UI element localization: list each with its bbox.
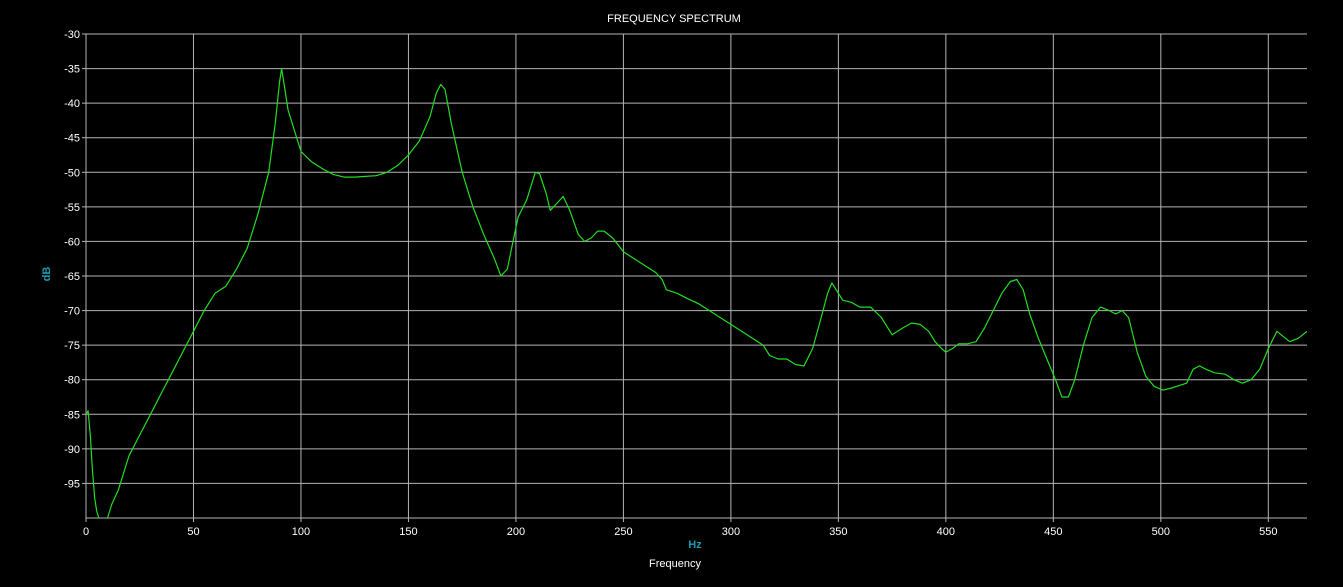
y-tick-label: -30 — [64, 29, 80, 41]
x-tick-label: 450 — [1044, 526, 1062, 538]
axes — [82, 33, 1307, 522]
x-tick-label: 50 — [187, 526, 199, 538]
x-tick-label: 550 — [1259, 526, 1277, 538]
y-tick-label: -95 — [64, 478, 80, 490]
series-layer — [86, 67, 1307, 518]
y-tick-label: -80 — [64, 375, 80, 387]
x-tick-label: 250 — [614, 526, 632, 538]
x-tick-label: 300 — [722, 526, 740, 538]
x-tick-label: 150 — [399, 526, 417, 538]
x-tick-label: 500 — [1152, 526, 1170, 538]
y-tick-label: -50 — [64, 167, 80, 179]
y-tick-label: -75 — [64, 340, 80, 352]
y-tick-label: -85 — [64, 409, 80, 421]
y-tick-label: -45 — [64, 133, 80, 145]
y-tick-label: -40 — [64, 98, 80, 110]
x-tick-label: 350 — [829, 526, 847, 538]
y-axis-unit: dB — [41, 267, 53, 282]
y-tick-label: -60 — [64, 236, 80, 248]
x-tick-label: 0 — [83, 526, 89, 538]
y-axis-tick-labels: -30 -35 -40 -45 -50 -55 -60 -65 -70 -75 -80 -85 -90 -… — [64, 29, 80, 490]
x-axis-label: Frequency — [649, 558, 701, 570]
y-tick-label: -70 — [64, 306, 80, 318]
y-tick-label: -90 — [64, 444, 80, 456]
x-tick-label: 400 — [937, 526, 955, 538]
x-axis-unit: Hz — [688, 539, 702, 551]
y-tick-label: -55 — [64, 202, 80, 214]
x-tick-label: 100 — [292, 526, 310, 538]
x-axis-tick-labels: 0 50 100 150 200 250 300 350 400 450 500 550 — [83, 526, 1278, 538]
spectrum-line — [86, 67, 1307, 518]
y-tick-label: -65 — [64, 271, 80, 283]
y-tick-label: -35 — [64, 64, 80, 76]
x-tick-label: 200 — [507, 526, 525, 538]
chart-title: FREQUENCY SPECTRUM — [607, 13, 741, 25]
grid — [85, 33, 1307, 518]
